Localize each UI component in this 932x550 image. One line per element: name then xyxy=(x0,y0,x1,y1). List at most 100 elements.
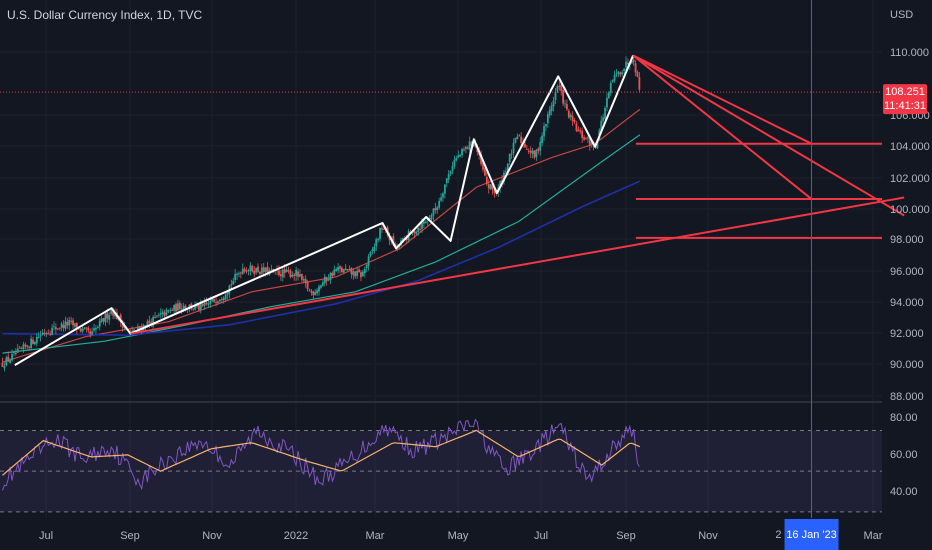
candle-body-195 xyxy=(373,246,376,251)
candle-body-4 xyxy=(9,359,12,363)
candle-body-72 xyxy=(138,326,141,329)
candle-body-212 xyxy=(405,238,408,240)
candle-body-309 xyxy=(590,141,593,145)
candle-body-10 xyxy=(20,347,23,349)
candle-body-5 xyxy=(11,353,13,361)
candle-body-227 xyxy=(434,207,437,211)
trend-drawings[interactable] xyxy=(130,54,905,335)
time-tick-label-9: Mar xyxy=(864,530,883,542)
candle-body-173 xyxy=(331,272,334,276)
candle-body-222 xyxy=(424,221,427,224)
candle-body-161 xyxy=(308,289,311,291)
candle-body-139 xyxy=(266,266,269,275)
candle-body-23 xyxy=(45,332,48,334)
candle-body-332 xyxy=(634,63,637,73)
candle-body-134 xyxy=(257,266,259,273)
candle-body-175 xyxy=(335,268,338,271)
candle-body-232 xyxy=(443,184,446,194)
candle-body-116 xyxy=(222,298,225,301)
candle-body-36 xyxy=(70,320,73,322)
candle-body-304 xyxy=(581,130,584,138)
candle-body-171 xyxy=(327,279,330,281)
candle-body-303 xyxy=(579,130,582,132)
candle-body-183 xyxy=(350,267,353,274)
candle-body-12 xyxy=(24,344,27,347)
last-price-value: 108.251 xyxy=(885,86,925,98)
candle-body-162 xyxy=(310,290,313,293)
candle-body-284 xyxy=(543,126,545,137)
candle-body-132 xyxy=(253,270,256,274)
ma-slow-line xyxy=(2,180,641,337)
candle-body-325 xyxy=(621,72,624,75)
rsi-tick-label-0: 40.00 xyxy=(890,486,918,498)
rsi-axis[interactable]: 40.00 60.00 80.00 xyxy=(890,412,918,498)
candle-body-295 xyxy=(564,103,566,105)
candle-body-25 xyxy=(49,333,52,335)
candle-body-306 xyxy=(585,138,587,140)
candle-body-81 xyxy=(156,315,158,317)
candle-body-288 xyxy=(550,105,553,111)
candle-body-237 xyxy=(453,159,456,167)
candle-body-37 xyxy=(72,320,74,326)
candle-body-1 xyxy=(3,366,6,369)
candle-body-7 xyxy=(14,352,17,355)
candle-body-26 xyxy=(51,327,53,336)
candle-body-264 xyxy=(504,171,507,173)
candle-body-165 xyxy=(316,290,319,294)
time-tick-label-3: 2022 xyxy=(284,530,308,542)
candle-body-268 xyxy=(512,142,515,154)
candle-body-218 xyxy=(417,227,420,232)
candle-body-176 xyxy=(337,267,339,271)
candle-body-147 xyxy=(281,269,284,278)
candle-body-188 xyxy=(360,272,362,278)
candle-body-229 xyxy=(438,200,441,208)
candle-body-86 xyxy=(165,309,168,315)
rsi-line xyxy=(2,418,640,491)
candle-body-90 xyxy=(173,305,176,311)
price-axis[interactable]: USD 88.000 90.000 92.000 94.000 96.000 98.000… xyxy=(890,9,930,403)
candle-body-62 xyxy=(119,314,122,323)
candle-body-41 xyxy=(79,328,82,332)
candle-body-103 xyxy=(198,304,200,310)
candle-body-231 xyxy=(442,193,444,198)
candle-body-302 xyxy=(577,129,580,132)
trendline-3 xyxy=(632,54,813,200)
candle-body-138 xyxy=(264,267,267,272)
candle-body-301 xyxy=(575,123,578,131)
rsi-band xyxy=(0,429,882,513)
candle-body-124 xyxy=(238,273,240,275)
candle-body-151 xyxy=(289,270,292,277)
candle-body-225 xyxy=(430,214,433,220)
candle-body-168 xyxy=(321,282,324,286)
candle-body-45 xyxy=(87,328,90,331)
candle-body-235 xyxy=(449,171,452,174)
price-tick-label-5: 98.000 xyxy=(890,234,924,246)
candle-body-253 xyxy=(484,168,486,176)
candle-body-330 xyxy=(630,60,633,64)
candle-body-257 xyxy=(491,184,494,190)
candle-body-269 xyxy=(514,137,517,143)
candle-body-293 xyxy=(560,84,563,91)
candle-body-79 xyxy=(152,316,155,327)
candle-body-177 xyxy=(339,266,341,269)
candle-body-94 xyxy=(180,308,183,310)
candle-body-192 xyxy=(367,256,370,266)
candle-body-96 xyxy=(184,305,187,309)
candle-body-190 xyxy=(363,268,366,274)
candle-body-205 xyxy=(392,236,395,246)
candle-body-233 xyxy=(445,178,448,184)
candle-body-48 xyxy=(93,328,95,331)
time-axis[interactable]: Jul Sep Nov 2022 Mar May Jul Sep Nov Mar xyxy=(39,530,883,542)
candle-body-241 xyxy=(461,148,463,156)
candle-body-77 xyxy=(148,320,151,323)
candle-body-136 xyxy=(260,267,263,274)
candle-body-196 xyxy=(375,239,378,247)
time-axis-partial-label: 2 xyxy=(775,529,781,541)
candle-body-120 xyxy=(230,284,233,286)
candle-body-88 xyxy=(169,309,172,311)
candle-body-265 xyxy=(506,163,509,173)
candle-body-101 xyxy=(194,305,196,310)
candle-body-315 xyxy=(602,117,605,121)
candle-body-322 xyxy=(615,73,618,75)
